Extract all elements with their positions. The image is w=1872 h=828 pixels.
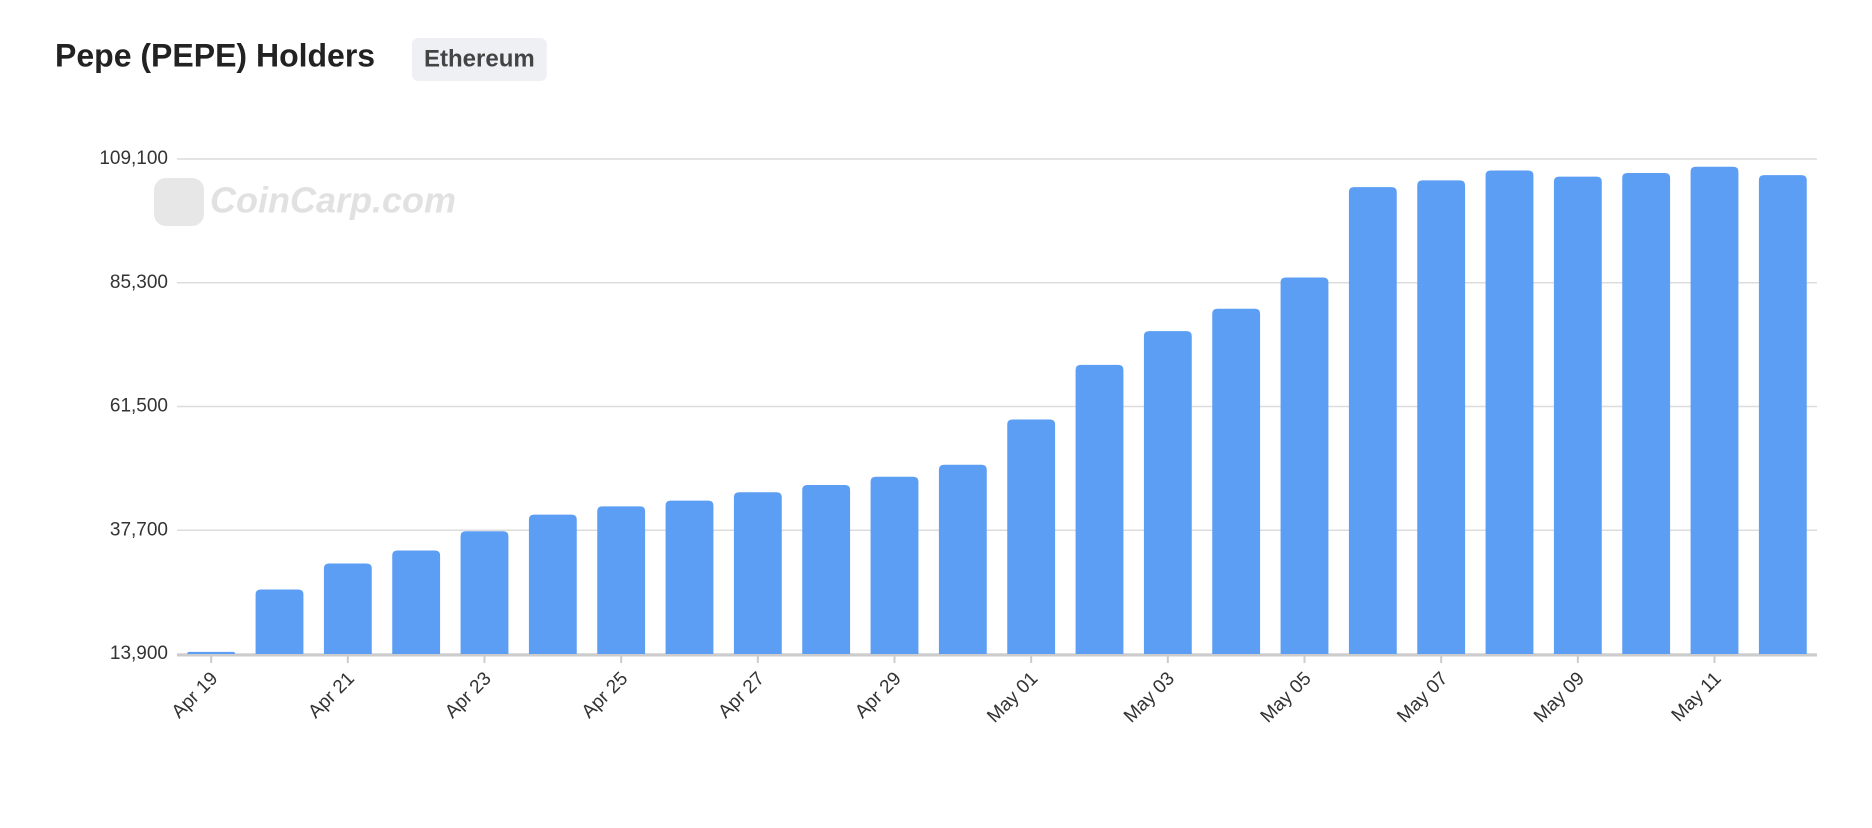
bar — [1690, 166, 1739, 654]
bar — [187, 651, 236, 654]
bar — [1007, 419, 1056, 654]
x-tick-label: May 01 — [983, 668, 1042, 727]
y-tick-label: 109,100 — [99, 148, 168, 169]
x-tick-label: May 11 — [1668, 668, 1726, 726]
bar — [733, 492, 782, 654]
bar — [1280, 277, 1329, 654]
x-tick-label: May 07 — [1393, 668, 1452, 727]
x-tick-label: Apr 21 — [304, 668, 358, 722]
bar — [1075, 364, 1124, 654]
x-tick-label: May 03 — [1120, 668, 1179, 727]
x-tick-label: May 05 — [1257, 668, 1316, 727]
bar — [1622, 173, 1671, 654]
watermark-logo — [154, 178, 204, 226]
bar — [1553, 176, 1602, 654]
bar — [938, 464, 987, 654]
bar — [1212, 308, 1261, 654]
bar — [255, 589, 304, 654]
bar — [1348, 187, 1397, 654]
y-tick-label: 85,300 — [110, 272, 168, 293]
bar — [323, 563, 372, 654]
bar — [1143, 331, 1192, 654]
network-badge: Ethereum — [424, 45, 535, 72]
chart-title: Pepe (PEPE) Holders — [55, 37, 375, 73]
watermark: CoinCarp.com — [154, 178, 456, 226]
x-tick-label: Apr 25 — [578, 668, 632, 722]
x-tick-label: Apr 29 — [851, 668, 905, 722]
y-tick-label: 13,900 — [110, 643, 168, 664]
badge-background — [412, 38, 547, 81]
bar — [665, 500, 714, 654]
bar — [1485, 170, 1534, 654]
x-tick-label: May 09 — [1530, 668, 1589, 727]
bar — [528, 514, 577, 654]
bar — [802, 485, 851, 654]
x-tick-label: Apr 19 — [168, 668, 222, 722]
x-tick-label: Apr 27 — [714, 668, 768, 722]
y-tick-label: 37,700 — [110, 519, 168, 540]
x-tick-label: Apr 23 — [441, 668, 495, 722]
bar — [597, 506, 646, 654]
bar — [1417, 180, 1466, 654]
bar — [870, 476, 919, 654]
bar — [392, 550, 441, 654]
watermark-text: CoinCarp.com — [210, 180, 456, 221]
y-tick-label: 61,500 — [110, 396, 168, 417]
bar — [460, 531, 509, 654]
bar — [1758, 175, 1807, 654]
